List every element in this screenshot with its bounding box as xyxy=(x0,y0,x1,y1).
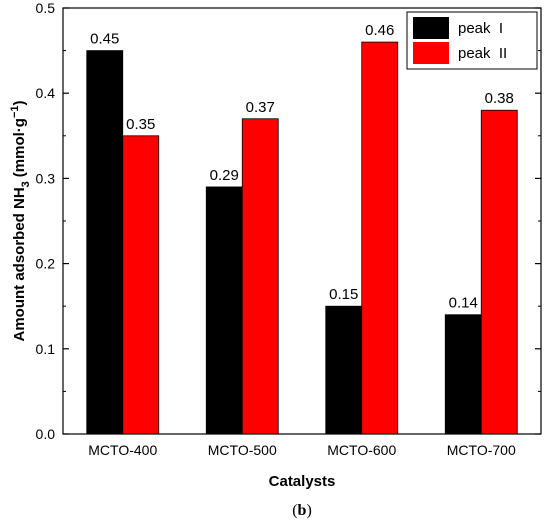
y-axis-ticks: 0.0 0.1 0.2 0.3 0.4 0.5 xyxy=(36,0,541,442)
bar-series-2-mcto-700 xyxy=(480,109,518,435)
y-tick-label: 0.2 xyxy=(36,256,56,272)
legend-swatch-peak-2 xyxy=(413,42,449,64)
y-tick-label: 0.4 xyxy=(36,85,56,101)
figure-caption: (b) xyxy=(292,502,312,519)
data-labels: 0.45 0.29 0.15 0.14 0.35 0.37 0.46 0.38 xyxy=(90,22,514,312)
legend-label-peak-2: peak II xyxy=(458,45,507,62)
caption-letter: b xyxy=(298,502,307,519)
bar-series-1-mcto-400 xyxy=(86,50,124,435)
bar-series-2-mcto-600 xyxy=(361,41,399,435)
bar-series-1-mcto-500 xyxy=(205,186,243,435)
caption-open: ( xyxy=(292,502,297,519)
y-tick-label: 0.3 xyxy=(36,170,56,186)
x-axis-ticks: MCTO-400 MCTO-500 MCTO-600 MCTO-700 xyxy=(88,428,516,458)
y-tick-label: 0.0 xyxy=(36,426,56,442)
bar-series-1-mcto-700 xyxy=(444,314,482,435)
x-tick-label: MCTO-400 xyxy=(88,442,157,458)
y-axis-title-main: Amount adsorbed NH xyxy=(11,187,28,341)
bar-series-2-mcto-400 xyxy=(122,135,160,435)
legend-label-peak-1: peak I xyxy=(458,20,503,37)
data-label: 0.35 xyxy=(126,116,155,133)
y-axis-title-units-close: ) xyxy=(11,100,28,105)
x-tick-label: MCTO-600 xyxy=(327,442,396,458)
x-tick-label: MCTO-500 xyxy=(208,442,277,458)
bar-series-1-mcto-600 xyxy=(325,305,363,435)
y-tick-label: 0.5 xyxy=(36,0,56,16)
data-label: 0.38 xyxy=(485,90,514,107)
bars xyxy=(86,41,518,435)
data-label: 0.45 xyxy=(90,31,119,48)
y-tick-label: 0.1 xyxy=(36,341,56,357)
data-label: 0.14 xyxy=(449,295,478,312)
legend: peak I peak II xyxy=(406,11,538,70)
data-label: 0.29 xyxy=(210,167,239,184)
caption-close: ) xyxy=(306,502,311,519)
y-axis-title: Amount adsorbed NH3 (mmol·g−1) xyxy=(9,100,32,341)
y-axis-title-units: (mmol·g xyxy=(11,118,28,177)
x-tick-label: MCTO-700 xyxy=(447,442,516,458)
data-label: 0.46 xyxy=(365,22,394,39)
y-axis-title-units-sup: −1 xyxy=(9,105,21,118)
y-axis-title-subscript: 3 xyxy=(20,181,32,187)
data-label: 0.15 xyxy=(329,286,358,303)
bar-series-2-mcto-500 xyxy=(241,118,279,435)
data-label: 0.37 xyxy=(246,99,275,116)
legend-swatch-peak-1 xyxy=(413,17,449,39)
x-axis-title: Catalysts xyxy=(269,473,336,490)
